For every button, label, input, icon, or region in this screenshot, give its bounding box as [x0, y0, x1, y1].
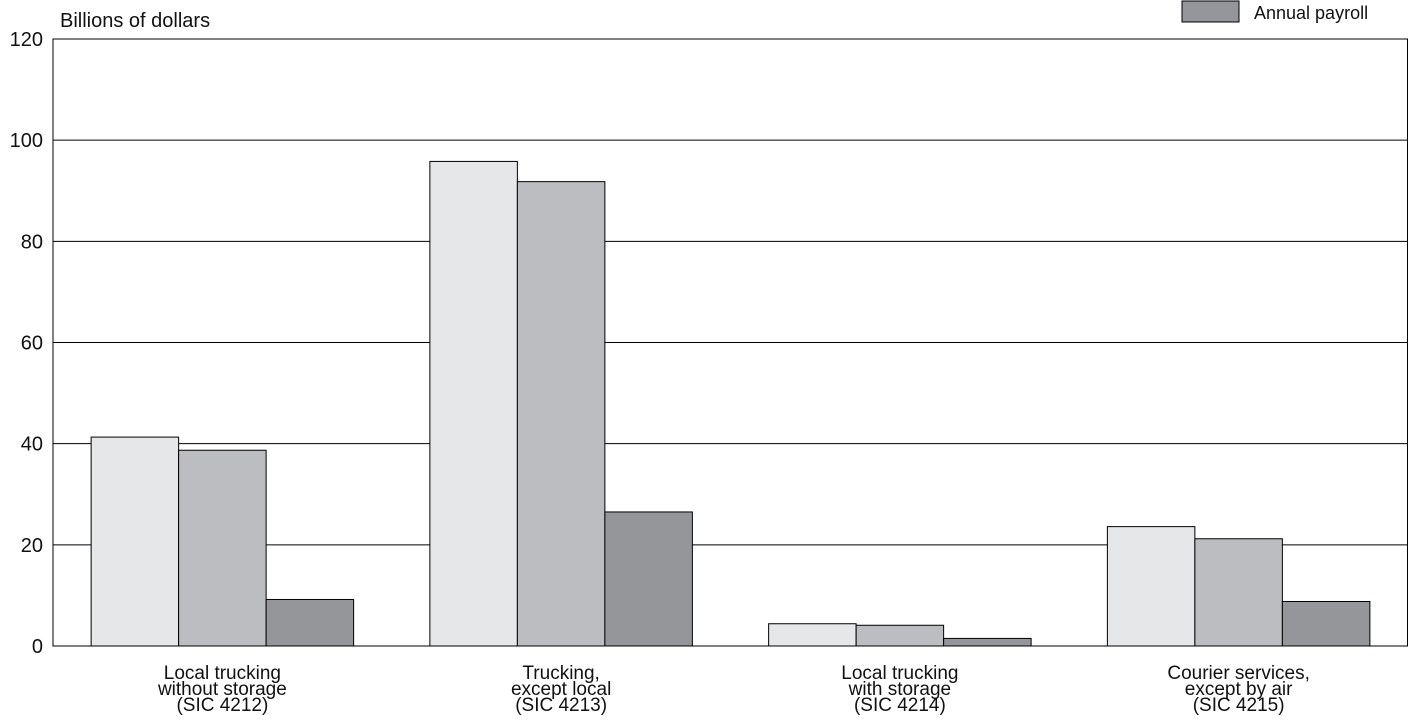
legend-label: Annual payroll [1254, 3, 1368, 23]
bar [1194, 538, 1283, 647]
bar [516, 181, 606, 647]
x-category-label: Local trucking with storage (SIC 4214) [841, 663, 958, 716]
bar [265, 598, 355, 647]
x-category-labels: Local trucking without storage (SIC 4212) T… [157, 663, 1310, 716]
legend: Annual payroll [1181, 0, 1368, 23]
x-category-label: Courier services, except by air (SIC 4215) [1167, 663, 1310, 716]
y-tick-label: 100 [10, 130, 43, 152]
bar [943, 637, 1032, 647]
y-tick-label: 0 [32, 636, 43, 658]
bar [604, 511, 693, 647]
bar [1281, 600, 1371, 647]
y-axis-label: Billions of dollars [60, 10, 210, 32]
bar [90, 436, 180, 647]
y-tick-label: 80 [21, 231, 43, 253]
legend-swatch [1181, 0, 1240, 23]
y-tick-label: 20 [21, 535, 43, 557]
bar [855, 624, 945, 647]
y-tick-label: 40 [21, 434, 43, 456]
x-category-label: Trucking, except local (SIC 4213) [511, 663, 611, 716]
bar [178, 449, 267, 647]
bar [768, 623, 857, 647]
bar [429, 160, 518, 647]
y-tick-labels: 0 20 40 60 80 100 120 [10, 29, 43, 658]
bar [1106, 526, 1196, 647]
x-category-label: Local trucking without storage (SIC 4212) [157, 663, 287, 716]
bars [90, 160, 1371, 647]
y-tick-label: 120 [10, 29, 43, 51]
y-tick-label: 60 [21, 333, 43, 355]
